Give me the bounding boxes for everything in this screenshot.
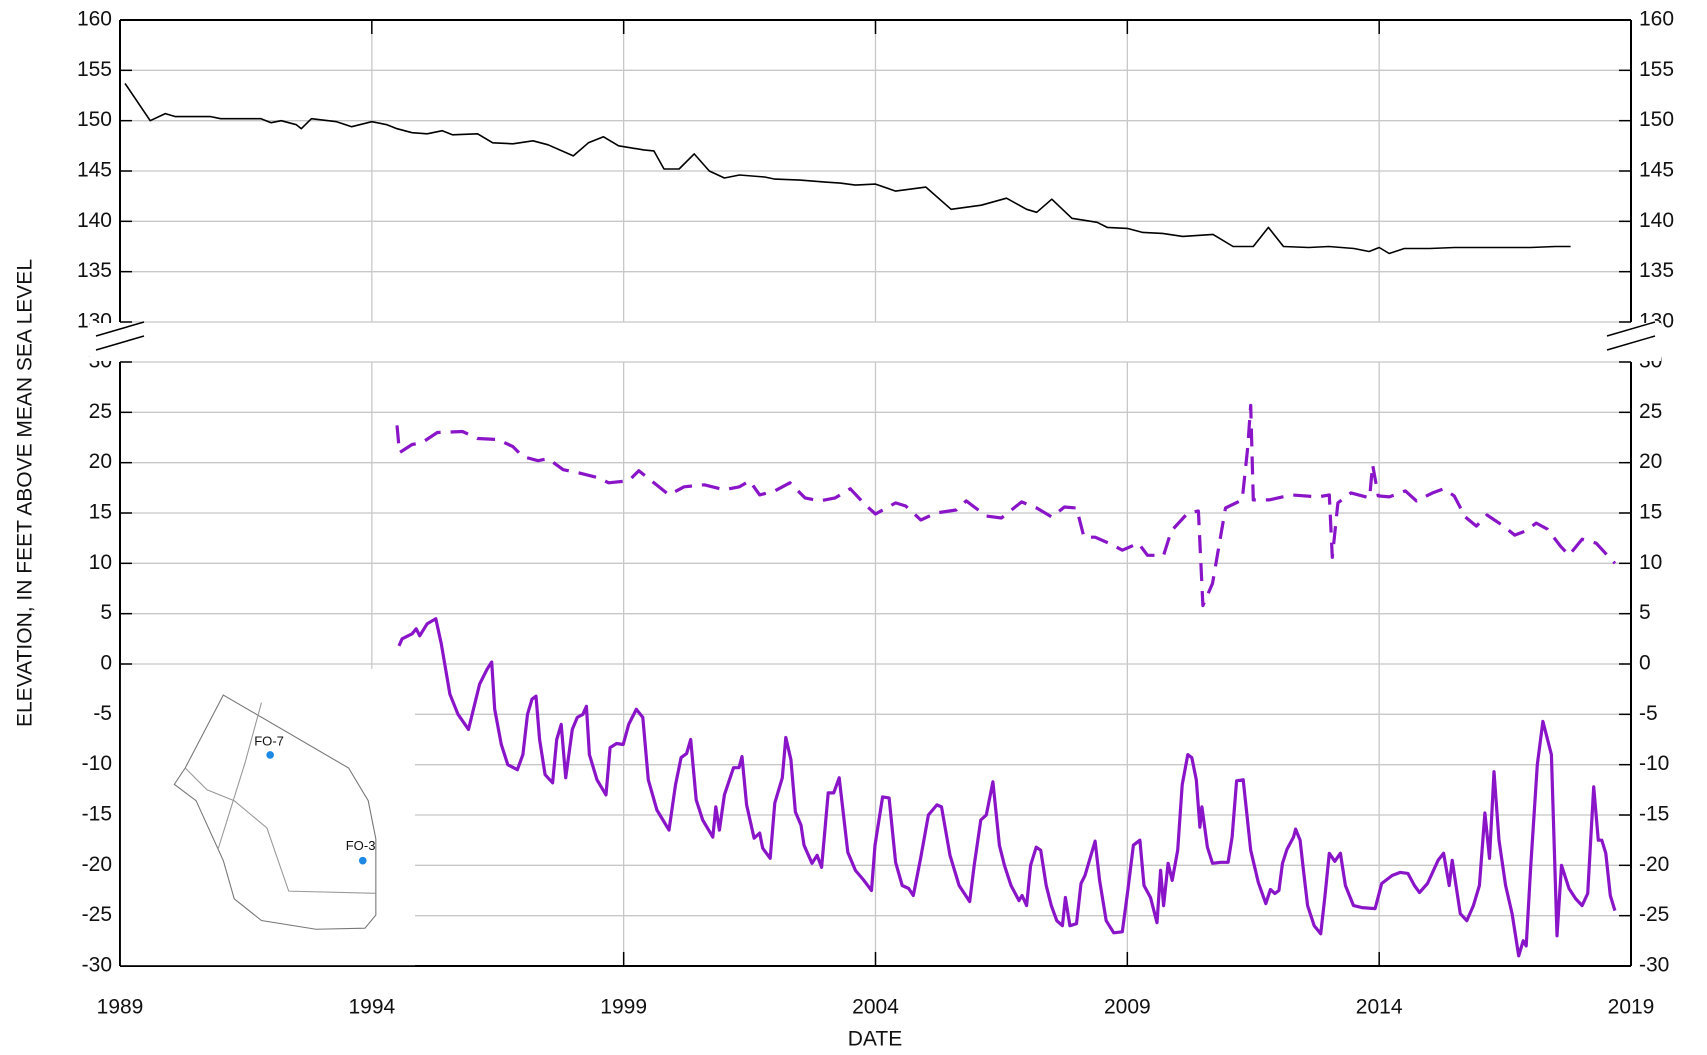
- y-tick-label: -10: [1639, 752, 1669, 775]
- y-tick-label: 25: [1639, 400, 1662, 423]
- y-tick-label: 5: [100, 601, 112, 624]
- y-tick-label: -10: [82, 752, 112, 775]
- y-tick-label: -20: [82, 853, 112, 876]
- y-tick-label: 0: [100, 652, 112, 675]
- x-tick-label: 2004: [852, 996, 899, 1019]
- x-tick-label: 1989: [97, 996, 144, 1019]
- x-tick-label: 1999: [600, 996, 647, 1019]
- y-tick-label: -20: [1639, 853, 1669, 876]
- axis-break: [95, 321, 145, 337]
- y-tick-label: -25: [82, 903, 112, 926]
- y-tick-label: 160: [77, 8, 112, 31]
- data-line: [397, 617, 1617, 958]
- y-tick-label: 140: [1639, 209, 1674, 232]
- y-axis-label: ELEVATION, IN FEET ABOVE MEAN SEA LEVEL: [14, 259, 37, 727]
- well-label: FO-3: [346, 838, 376, 853]
- y-tick-label: -25: [1639, 903, 1669, 926]
- y-tick-label: -15: [1639, 803, 1669, 826]
- y-tick-label: 15: [1639, 501, 1662, 524]
- y-tick-label: 155: [77, 58, 112, 81]
- x-axis-label: DATE: [848, 1028, 902, 1051]
- x-tick-label: 2019: [1608, 996, 1655, 1019]
- axis-break: [1606, 335, 1656, 351]
- y-tick-label: 10: [89, 551, 112, 574]
- y-tick-label: 155: [1639, 58, 1674, 81]
- y-tick-label: 15: [89, 501, 112, 524]
- y-tick-label: 145: [1639, 159, 1674, 182]
- inset-background: [120, 668, 416, 966]
- inset-boundary: [184, 767, 376, 894]
- y-tick-label: -5: [93, 702, 112, 725]
- y-tick-label: 135: [77, 259, 112, 282]
- y-tick-label: 10: [1639, 551, 1662, 574]
- y-tick-label: 150: [77, 108, 112, 131]
- y-tick-label: 150: [1639, 108, 1674, 131]
- y-tick-label: 25: [89, 400, 112, 423]
- x-tick-label: 2009: [1104, 996, 1151, 1019]
- y-tick-label: 160: [1639, 8, 1674, 31]
- inset-boundary: [217, 702, 262, 850]
- inset-map: FO-7 FO-3: [120, 668, 416, 966]
- data-line: [124, 82, 1571, 255]
- y-tick-label: 20: [89, 450, 112, 473]
- y-tick-label: 140: [77, 209, 112, 232]
- y-tick-label: -15: [82, 803, 112, 826]
- data-line: [395, 403, 1617, 608]
- y-tick-label: -5: [1639, 702, 1658, 725]
- well-marker: [266, 751, 274, 759]
- well-marker: [358, 856, 367, 865]
- axis-break: [95, 335, 145, 351]
- axis-break: [1606, 321, 1656, 337]
- y-tick-label: 20: [1639, 450, 1662, 473]
- well-label: FO-7: [254, 733, 284, 748]
- x-tick-label: 1994: [348, 996, 395, 1019]
- y-tick-label: 5: [1639, 601, 1651, 624]
- y-tick-label: -30: [82, 954, 112, 977]
- y-tick-label: 0: [1639, 652, 1651, 675]
- y-tick-label: 145: [77, 159, 112, 182]
- inset-outline: [173, 694, 377, 930]
- y-tick-label: 135: [1639, 259, 1674, 282]
- x-tick-label: 2014: [1356, 996, 1403, 1019]
- y-tick-label: -30: [1639, 954, 1669, 977]
